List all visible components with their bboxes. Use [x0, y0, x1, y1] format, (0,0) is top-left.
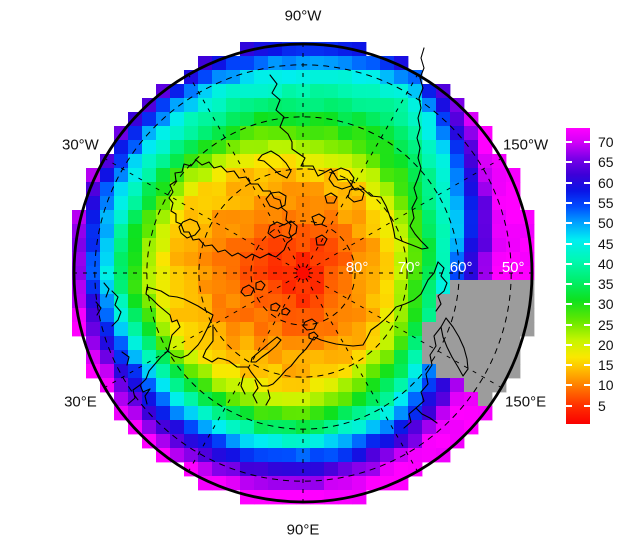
colorbar-tick [584, 141, 590, 144]
colorbar-tick [566, 242, 572, 245]
lat-label-60: 60° [450, 259, 473, 276]
colorbar-tick-label: 55 [598, 195, 614, 211]
colorbar-tick [566, 404, 572, 407]
colorbar-tick [584, 161, 590, 164]
graticule [74, 44, 532, 502]
colorbar-tick [566, 141, 572, 144]
colorbar-tick [584, 323, 590, 326]
lon-label-30w: 30°W [62, 136, 99, 153]
colorbar-tick [566, 343, 572, 346]
colorbar-tick-label: 5 [598, 397, 606, 414]
colorbar-tick [584, 262, 590, 265]
lat-label-80: 80° [346, 259, 369, 276]
colorbar-tick [584, 242, 590, 245]
colorbar-tick-label: 20 [598, 336, 614, 353]
colorbar-tick [566, 384, 572, 387]
colorbar-tick-label: 70 [598, 134, 614, 151]
colorbar-tick-label: 60 [598, 174, 614, 191]
colorbar-tick [566, 283, 572, 286]
colorbar-tick-label: 25 [598, 316, 614, 333]
colorbar-tick [584, 283, 590, 286]
colorbar-tick-label: 45 [598, 235, 614, 252]
colorbar-tick [566, 181, 572, 184]
colorbar-tick [584, 384, 590, 387]
lon-label-150e: 150°E [505, 393, 547, 410]
lon-label-30e: 30°E [64, 393, 97, 410]
colorbar-tick [566, 262, 572, 265]
colorbar-tick [566, 161, 572, 164]
colorbar-tick [566, 202, 572, 204]
colorbar-tick [584, 202, 590, 204]
colorbar-tick-label: 15 [598, 357, 614, 374]
colorbar-tick [584, 343, 590, 346]
coastlines [95, 47, 469, 429]
lat-label-50: 50° [502, 259, 525, 276]
colorbar-tick-label: 35 [598, 276, 614, 293]
colorbar-tick [584, 404, 590, 407]
lon-label-90w: 90°W [284, 7, 322, 25]
colorbar [566, 128, 590, 424]
heatmap-cells [71, 41, 535, 505]
colorbar-tick [584, 364, 590, 367]
colorbar-tick [566, 222, 572, 225]
colorbar-tick [566, 364, 572, 367]
colorbar-tick [584, 303, 590, 306]
lon-label-90e: 90°E [286, 521, 320, 539]
colorbar-tick [584, 222, 590, 225]
latitude-labels: 80° 70° 60° 50° [346, 259, 525, 276]
colorbar-tick-label: 10 [598, 377, 614, 394]
colorbar-tick-label: 30 [598, 296, 614, 313]
lon-label-150w: 150°W [502, 136, 549, 153]
colorbar-tick [584, 181, 590, 184]
colorbar-tick-label: 40 [598, 255, 614, 272]
colorbar-tick [566, 323, 572, 326]
lat-label-70: 70° [398, 259, 421, 276]
colorbar-tick-label: 65 [598, 154, 614, 171]
colorbar-tick [566, 303, 572, 306]
map-edge-circle [72, 42, 534, 504]
colorbar-tick-label: 50 [598, 215, 614, 232]
